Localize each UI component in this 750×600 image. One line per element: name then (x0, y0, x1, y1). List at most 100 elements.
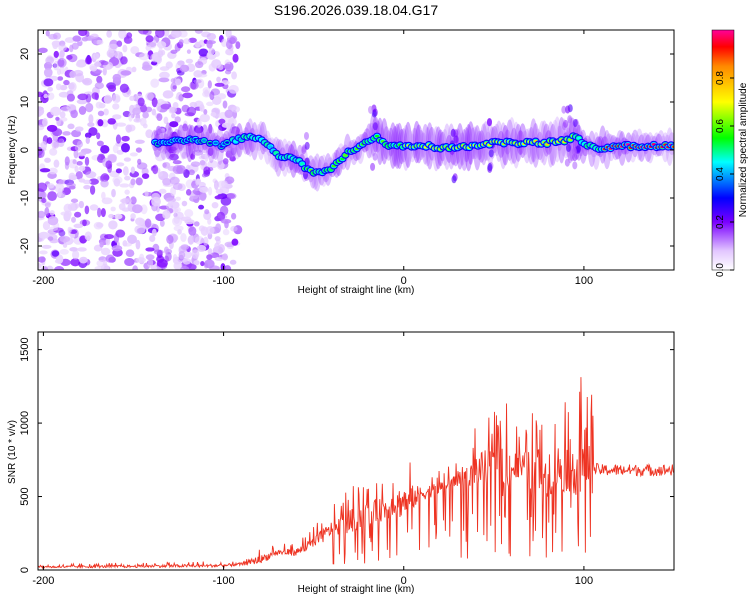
snr-frame (37, 331, 675, 571)
spectrogram-noise-cell (45, 30, 50, 37)
spectrogram-noise-cell (225, 150, 233, 158)
spectrogram-noise-cell (72, 250, 80, 260)
spectrogram-marks (38, 30, 674, 270)
spectrogram-noise-cell (165, 197, 177, 203)
spectrogram-noise-cell (204, 209, 210, 215)
spectrogram-noise-cell (42, 221, 51, 231)
spectrogram-noise-cell (54, 266, 65, 270)
spectrogram-noise-cell (178, 250, 186, 260)
spectrogram-noise-cell (151, 97, 158, 108)
spectrogram-noise-cell (199, 113, 210, 123)
spectrogram-noise-cell (149, 234, 156, 242)
spectrogram-noise-cell (141, 64, 153, 71)
spectrogram-noise-cell (85, 102, 94, 113)
spectrogram-noise-cell (203, 166, 211, 175)
spectrogram-noise-cell (38, 182, 48, 193)
spectrogram-ridge-core (568, 138, 573, 142)
spectrogram-ridge-core (207, 142, 213, 145)
spectrogram-noise-cell (172, 160, 182, 165)
spectrogram-noise-cell (74, 126, 84, 132)
spectrogram-noise-cell (100, 207, 106, 218)
spectrogram-noise-cell (175, 196, 181, 201)
spectrogram-noise-cell (38, 124, 45, 131)
spectrogram-noise-cell (100, 247, 111, 256)
spectrogram-noise-cell (99, 241, 104, 248)
spectrogram-noise-cell (89, 185, 96, 195)
spectrogram-streak-cell (372, 122, 378, 131)
spectrogram-noise-cell (232, 53, 239, 63)
spectrogram-noise-cell (47, 191, 57, 202)
spectrogram-noise-cell (104, 234, 115, 240)
spectrogram-noise-cell (66, 104, 77, 111)
spectrogram-noise-cell (105, 254, 115, 263)
spectrogram-noise-cell (152, 164, 159, 175)
spectrogram-noise-cell (190, 153, 196, 160)
spectrogram-noise-cell (41, 197, 47, 204)
spectrogram-noise-cell (93, 221, 103, 230)
spectrogram-noise-cell (140, 204, 148, 215)
spectrogram-noise-cell (202, 87, 211, 95)
spectrogram-noise-cell (66, 93, 75, 102)
spectrogram-noise-cell (210, 112, 217, 117)
spectrogram-noise-cell (78, 106, 87, 115)
spectrogram-noise-cell (129, 152, 138, 157)
spectrogram-noise-cell (188, 169, 195, 176)
spectrogram-noise-cell (230, 225, 238, 232)
spectrogram-streak-cell (567, 152, 573, 161)
spectrogram-noise-cell (132, 107, 141, 116)
spectrogram-noise-cell (222, 228, 230, 236)
spectrogram-noise-cell (136, 227, 146, 234)
spectrogram-noise-cell (53, 50, 59, 58)
spectrogram-noise-cell (147, 257, 154, 268)
spectrogram-noise-cell (231, 106, 241, 113)
spectrogram-noise-cell (78, 200, 85, 209)
snr-y-ticks: 0 500 1000 1500 (19, 337, 674, 573)
snr-x-tick-label: 100 (575, 575, 593, 587)
spectrogram-noise-cell (47, 236, 54, 241)
spectrogram-noise-cell (58, 44, 67, 52)
spectrogram-noise-cell (228, 84, 239, 94)
spectrogram-noise-cell (43, 67, 53, 78)
spectrogram-streak-cell (565, 105, 571, 114)
spectrogram-noise-cell (67, 226, 72, 234)
spectrogram-streak-cell (572, 119, 578, 128)
spectrogram-ridge-core (201, 139, 207, 142)
spectrogram-streak-cell (572, 161, 578, 170)
spectrogram-noise-cell (120, 56, 128, 65)
spectrogram-noise-cell (97, 110, 105, 117)
spectrogram-streak-cell (486, 117, 492, 126)
spectrogram-noise-cell (221, 122, 231, 128)
spectrogram-noise-cell (130, 166, 135, 174)
spectrogram-noise-cell (121, 135, 130, 142)
spectrogram-noise-cell (59, 84, 68, 91)
spectrogram-noise-cell (199, 159, 206, 166)
spectrogram-noise-cell (59, 235, 71, 243)
spectrogram-noise-cell (206, 39, 213, 49)
spectrogram-noise-cell (108, 43, 119, 50)
spectrogram-noise-cell (153, 249, 164, 255)
spectrogram-noise-cell (76, 99, 88, 105)
spectrogram-noise-cell (206, 254, 213, 260)
spectrogram-noise-cell (189, 101, 198, 108)
spectrogram-noise-cell (62, 131, 71, 136)
spectrogram-noise-cell (112, 114, 122, 120)
spectrogram-noise-cell (139, 253, 145, 262)
spectrogram-noise-cell (151, 108, 157, 116)
spectrogram-noise-cell (93, 39, 98, 45)
spectrogram-noise-cell (112, 73, 122, 82)
spectrogram-noise-cell (115, 229, 126, 238)
spectrogram-noise-cell (63, 79, 70, 86)
spectrogram-streak-cell (575, 144, 581, 153)
snr-x-tick-label: 0 (401, 575, 407, 587)
spectrogram-noise-cell (47, 215, 59, 226)
spectrogram-noise-cell (167, 200, 174, 206)
spectrogram-noise-cell (173, 225, 184, 232)
spectrogram-noise-cell (88, 114, 94, 124)
spectrogram-noise-cell (172, 254, 178, 262)
spectrogram-noise-cell (226, 192, 237, 200)
spectrogram-noise-cell (115, 122, 127, 127)
spectrogram-noise-cell (158, 171, 163, 177)
spectrogram-noise-cell (190, 161, 201, 167)
spectrogram-noise-cell (87, 122, 95, 127)
spectrogram-noise-cell (47, 92, 55, 100)
